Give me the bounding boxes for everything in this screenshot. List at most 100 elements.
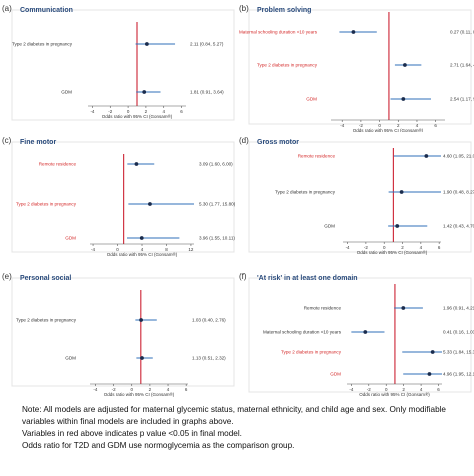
x-tick-label: 2 xyxy=(397,123,400,128)
point-estimate xyxy=(430,350,435,354)
x-tick-label: -2 xyxy=(108,109,112,114)
footnote-line-4: Odds ratio for T2D and GDM use normoglyc… xyxy=(22,441,295,450)
point-estimate xyxy=(140,356,144,360)
x-tick-label: 4 xyxy=(416,123,419,128)
forest-plot-communication: (a) Communication -4 -2 0 2 4 6 Odds ratio with … xyxy=(2,4,235,121)
point-estimate xyxy=(395,224,400,228)
point-estimate xyxy=(363,330,368,334)
panel-title: Gross motor xyxy=(257,139,299,146)
ci-value-label: 4.60 (1.05, 21.02) xyxy=(443,154,474,159)
x-tick-label: -2 xyxy=(359,123,363,128)
x-tick-label: 6 xyxy=(438,245,441,250)
x-axis-label: Odds ratio with 95% CI (Gonsam®) xyxy=(359,391,430,397)
row-label: Type 2 diabetes in pregnancy xyxy=(275,190,336,195)
point-estimate xyxy=(424,154,429,158)
row-label: GDM xyxy=(65,236,76,241)
panel-label: (e) xyxy=(2,272,12,281)
point-estimate xyxy=(399,190,404,194)
ci-value-label: 1.90 (0.48, 8.27) xyxy=(443,190,474,195)
ci-value-label: 3.96 (1.55, 10.11) xyxy=(199,236,235,241)
x-tick-label: -4 xyxy=(90,109,94,114)
ci-value-label: 0.27 (0.11, 0.67) xyxy=(450,30,474,35)
row-label: Remote residence xyxy=(298,154,336,159)
x-tick-label: -4 xyxy=(91,247,95,252)
x-tick-label: -4 xyxy=(349,387,353,392)
x-tick-label: 2 xyxy=(401,245,404,250)
x-tick-label: 6 xyxy=(437,387,440,392)
x-tick-label: 4 xyxy=(167,387,170,392)
x-tick-label: 4 xyxy=(420,245,423,250)
x-tick-label: 6 xyxy=(185,387,188,392)
x-tick-label: 4 xyxy=(162,109,165,114)
footnote-line-3: Variables in red above indicates p value… xyxy=(22,429,242,438)
x-tick-label: 0 xyxy=(378,123,381,128)
point-estimate xyxy=(401,97,406,101)
panel-label: (d) xyxy=(239,136,249,145)
x-tick-label: 4 xyxy=(141,247,144,252)
x-tick-label: -4 xyxy=(346,245,350,250)
x-tick-label: -4 xyxy=(93,387,97,392)
x-tick-label: 0 xyxy=(385,387,388,392)
forest-plot-fine-motor: (c) Fine motor -4 0 4 8 12 Odds ratio with 95% … xyxy=(2,136,236,257)
point-estimate xyxy=(144,42,149,46)
row-label: Type 2 diabetes in pregnancy xyxy=(12,42,73,47)
x-tick-label: 0 xyxy=(116,247,119,252)
panel-label: (b) xyxy=(239,4,249,13)
x-tick-label: -4 xyxy=(340,123,344,128)
x-tick-label: 2 xyxy=(149,387,152,392)
ci-value-label: 2.11 (0.84, 5.27) xyxy=(190,42,224,47)
panel-label: (f) xyxy=(239,272,247,281)
forest-plot-problem-solving: (b) Problem solving -4 -2 0 2 4 6 Odds ratio wit… xyxy=(239,4,474,132)
ci-value-label: 1.81 (0.91, 3.64) xyxy=(190,90,224,95)
point-estimate xyxy=(142,90,147,94)
point-estimate xyxy=(134,162,139,166)
point-estimate xyxy=(148,202,152,206)
panel-title: 'At risk' in at least one domain xyxy=(257,275,358,282)
panel-title: Problem solving xyxy=(257,7,311,14)
x-axis-label: Odds ratio with 95% CI (Gonsam®) xyxy=(107,251,178,257)
row-label: Type 2 diabetes in pregnancy xyxy=(16,202,77,207)
row-label: Maternal schooling duration <10 years xyxy=(263,330,342,335)
panel-frame xyxy=(248,9,472,125)
x-tick-label: 0 xyxy=(383,245,386,250)
row-label: GDM xyxy=(61,90,72,95)
ci-value-label: 0.41 (0.16, 1.03) xyxy=(443,330,474,335)
x-tick-label: 2 xyxy=(145,109,148,114)
footnote-line-2: variables within final models are includ… xyxy=(22,417,234,426)
forest-plot-at-risk: (f) 'At risk' in at least one domain -4 -2 0… xyxy=(239,272,474,397)
x-axis-label: Odds ratio with 95% CI (Gonsam®) xyxy=(102,113,173,119)
footnote-line-1: Note: All models are adjusted for matern… xyxy=(22,405,446,414)
row-label: Type 2 diabetes in pregnancy xyxy=(281,350,342,355)
ci-value-label: 2.71 (1.64, 4.47) xyxy=(450,63,474,68)
panel-frame xyxy=(11,277,235,387)
panel-personal-social: (e) Personal social -4 -2 0 2 4 6 Odds ratio wit… xyxy=(0,270,237,400)
ci-value-label: 1.42 (0.43, 4.70) xyxy=(443,224,474,229)
x-tick-label: 0 xyxy=(127,109,130,114)
x-tick-label: 4 xyxy=(420,387,423,392)
panel-frame xyxy=(248,141,472,253)
panel-gross-motor: (d) Gross motor -4 -2 0 2 4 6 Odds ratio with 95… xyxy=(237,134,474,264)
ci-value-label: 5.30 (1.77, 15.80) xyxy=(199,202,236,207)
point-estimate xyxy=(403,63,407,67)
panel-problem-solving: (b) Problem solving -4 -2 0 2 4 6 Odds ratio wit… xyxy=(237,2,474,132)
ci-value-label: 1.96 (0.91, 4.21) xyxy=(443,306,474,311)
x-axis-label: Odds ratio with 95% CI (Gonsam®) xyxy=(104,391,175,397)
point-estimate xyxy=(139,318,143,322)
row-label: Type 2 diabetes in pregnancy xyxy=(257,63,318,68)
footnote: Note: All models are adjusted for matern… xyxy=(22,404,472,452)
panel-title: Fine motor xyxy=(20,139,56,146)
x-tick-label: 0 xyxy=(130,387,133,392)
panel-communication: (a) Communication -4 -2 0 2 4 6 Odds ratio with … xyxy=(0,2,237,132)
row-label: Remote residence xyxy=(304,306,342,311)
panel-title: Communication xyxy=(20,7,73,14)
row-label: GDM xyxy=(330,372,341,377)
forest-plot-gross-motor: (d) Gross motor -4 -2 0 2 4 6 Odds ratio with 95… xyxy=(239,136,474,255)
x-tick-label: 8 xyxy=(165,247,168,252)
ci-value-label: 2.54 (1.17, 5.50) xyxy=(450,97,474,102)
point-estimate xyxy=(351,30,356,34)
row-label: GDM xyxy=(324,224,335,229)
panel-label: (a) xyxy=(2,4,12,13)
panel-at-risk: (f) 'At risk' in at least one domain -4 -2 0… xyxy=(237,270,474,400)
x-axis-label: Odds ratio with 95% CI (Gonsam®) xyxy=(353,127,424,132)
x-tick-label: 12 xyxy=(188,247,194,252)
